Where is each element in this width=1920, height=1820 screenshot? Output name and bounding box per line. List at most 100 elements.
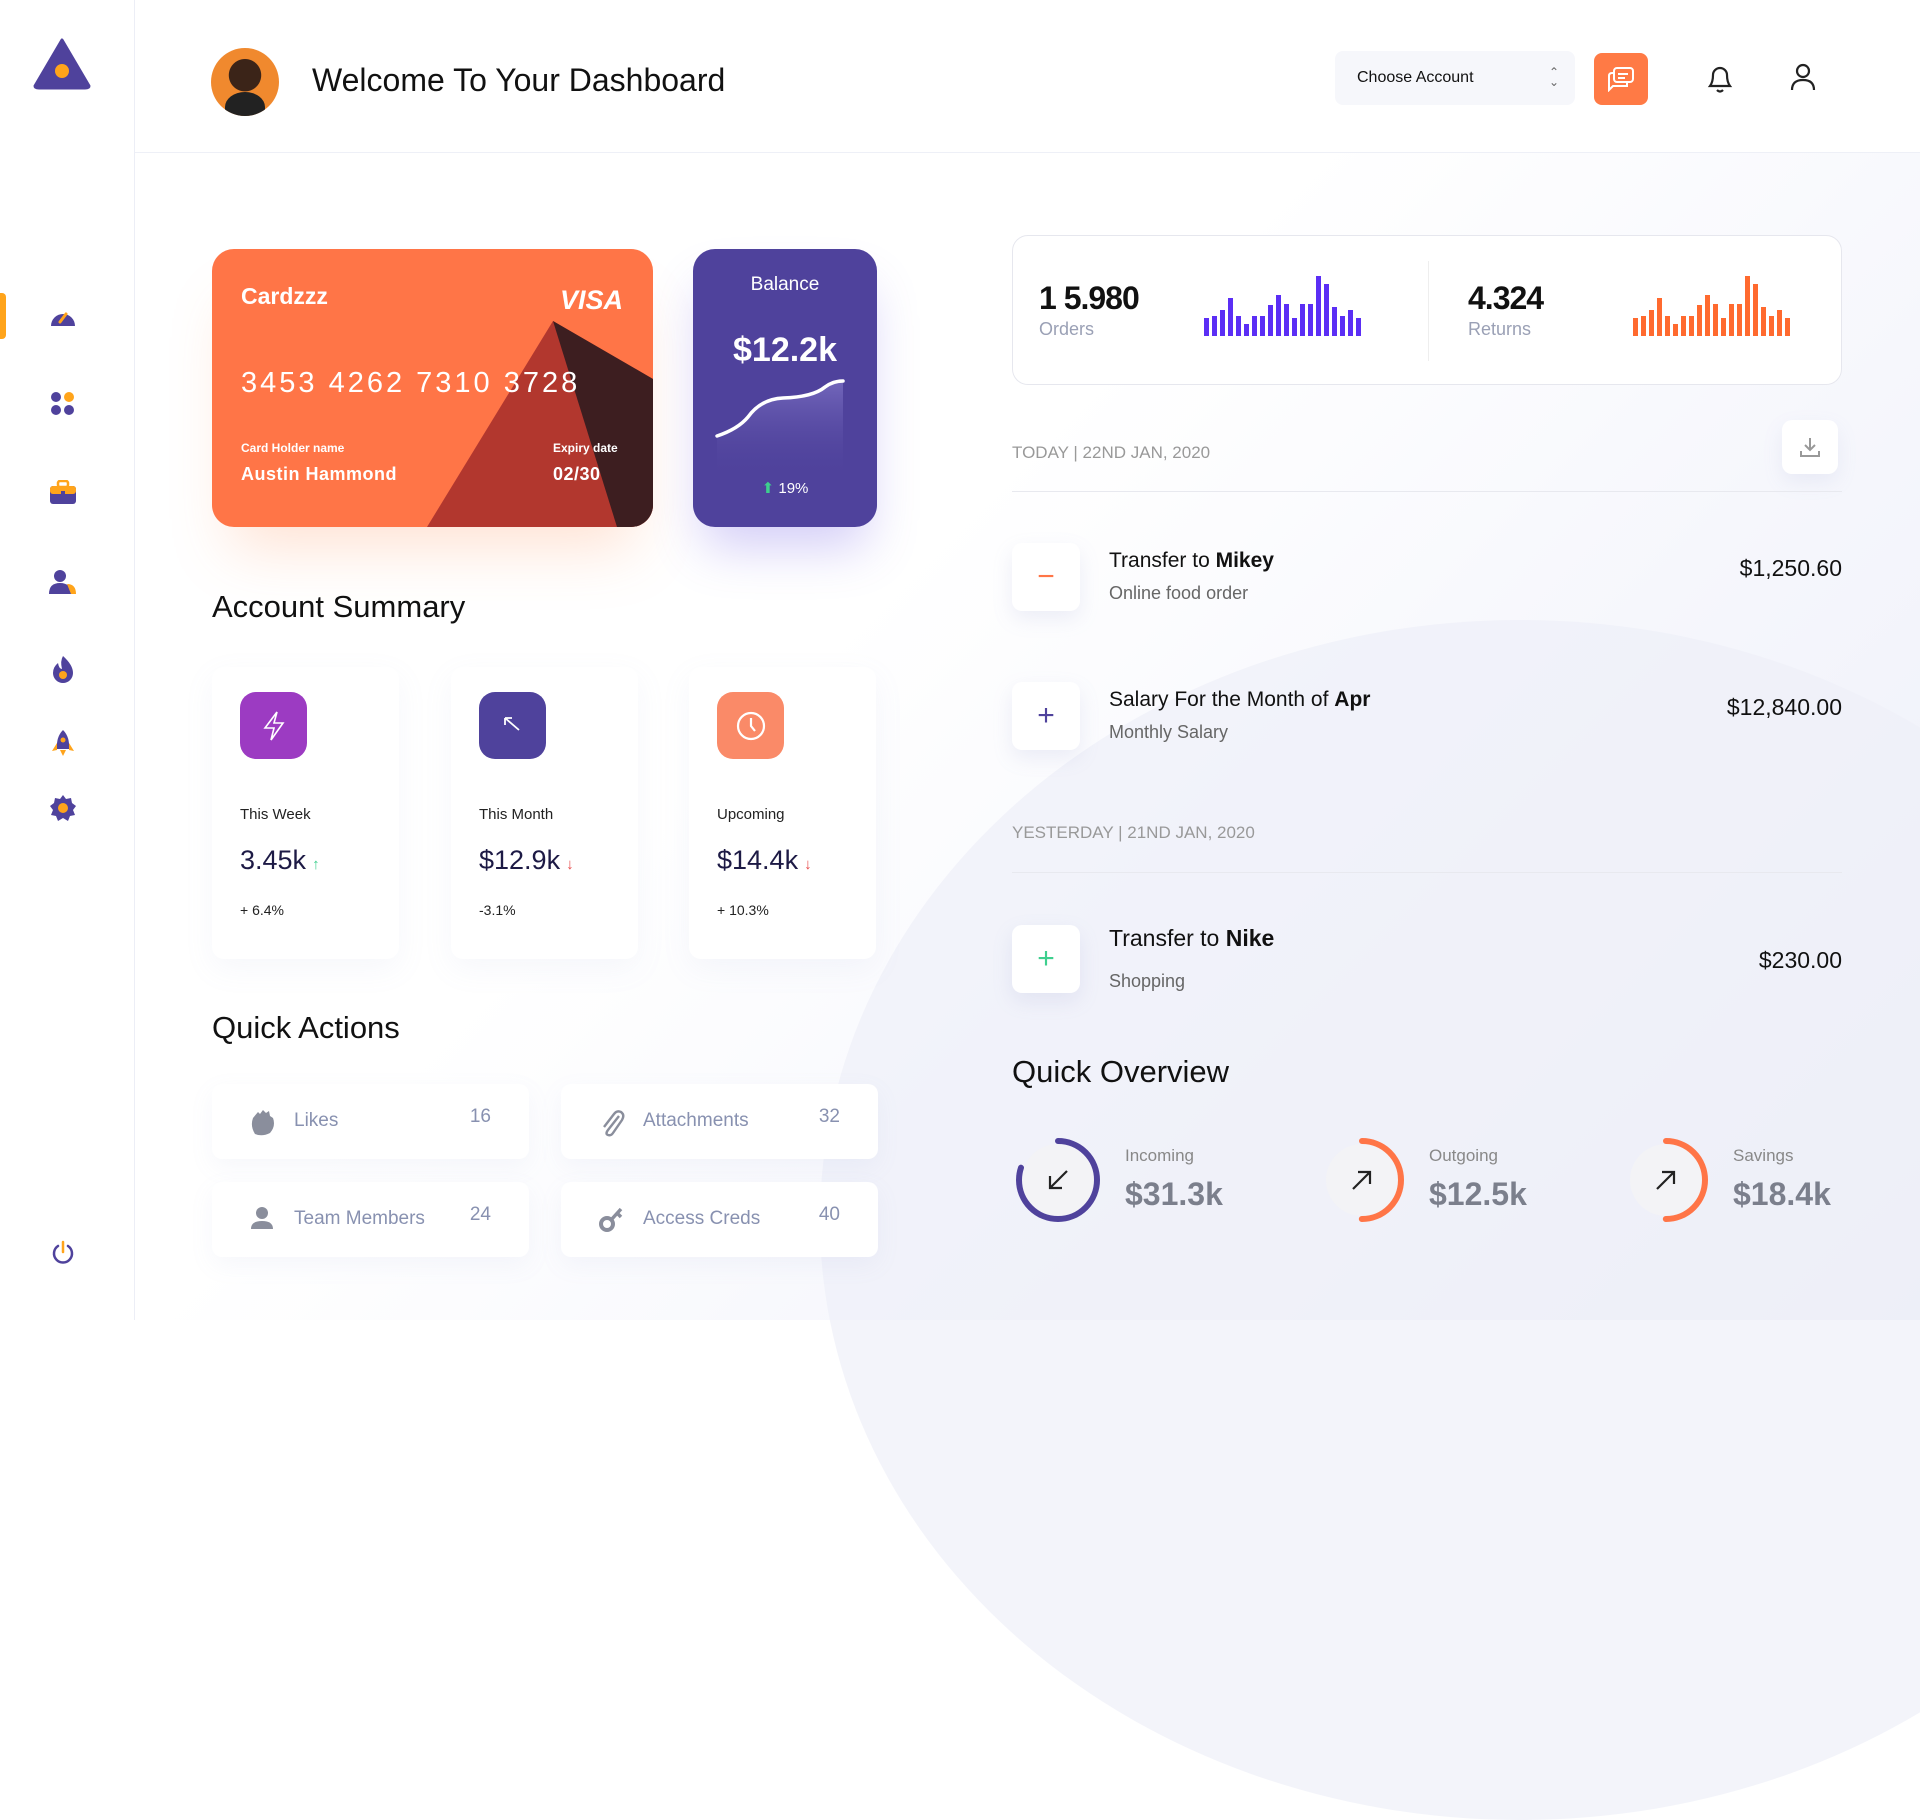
arrow-up-right-icon xyxy=(1656,1170,1676,1190)
messages-button[interactable] xyxy=(1594,53,1648,105)
sidebar-item-portfolio[interactable] xyxy=(47,477,79,509)
orders-bar-chart xyxy=(1204,276,1361,336)
summary-amount: 3.45k xyxy=(240,845,307,875)
avatar[interactable] xyxy=(211,48,279,116)
returns-bar xyxy=(1697,304,1702,336)
returns-bar xyxy=(1681,316,1686,336)
ring-progress xyxy=(1016,1138,1100,1222)
orders-bar xyxy=(1340,316,1345,336)
returns-bar xyxy=(1729,303,1734,336)
transaction-title-text: Salary For the Month of xyxy=(1109,688,1335,711)
users-icon xyxy=(49,570,76,594)
orders-bar xyxy=(1356,317,1361,336)
overview-savings[interactable]: Savings $18.4k xyxy=(1620,1134,1920,1226)
plus-icon: + xyxy=(1012,925,1080,993)
transaction-title: Transfer to Nike xyxy=(1109,925,1274,952)
arrow-down-left-icon xyxy=(1048,1170,1068,1190)
transaction-amount: $12,840.00 xyxy=(1726,694,1842,720)
ring-progress xyxy=(1624,1138,1708,1222)
returns-bar xyxy=(1633,317,1638,336)
logout-button[interactable] xyxy=(47,1237,79,1269)
summary-change: -3.1% xyxy=(479,902,516,918)
quick-action-attachments[interactable]: Attachments 32 xyxy=(561,1084,878,1159)
summary-card-upcoming[interactable]: Upcoming $14.4k ↓ + 10.3% xyxy=(689,667,876,959)
returns-bar xyxy=(1649,310,1654,336)
transaction-row[interactable]: + Salary For the Month of Apr Monthly Sa… xyxy=(1012,682,1842,752)
returns-bar xyxy=(1705,294,1710,336)
card-pattern xyxy=(427,321,653,527)
sidebar-item-apps[interactable] xyxy=(47,388,79,420)
sidebar-item-users[interactable] xyxy=(47,566,79,598)
balance-value: $12.2k xyxy=(733,331,837,369)
sidebar-item-launch[interactable] xyxy=(47,727,79,759)
arrow-up-icon: ↑ xyxy=(312,856,320,873)
key-icon xyxy=(599,1207,623,1232)
summary-change: + 6.4% xyxy=(240,902,284,918)
clap-icon xyxy=(251,1110,274,1136)
transaction-title: Salary For the Month of Apr xyxy=(1109,688,1370,712)
balance-change: ⬆ 19% xyxy=(693,479,877,497)
overview-value: $18.4k xyxy=(1733,1176,1831,1212)
transaction-amount: $230.00 xyxy=(1758,947,1842,973)
sidebar-item-trending[interactable] xyxy=(47,653,79,685)
account-select[interactable]: Choose Account ⌃ ⌄ xyxy=(1335,51,1575,105)
action-label: Likes xyxy=(294,1110,339,1131)
summary-amount: $12.9k xyxy=(479,845,561,875)
quick-action-access-creds[interactable]: Access Creds 40 xyxy=(561,1182,878,1257)
download-button[interactable] xyxy=(1782,420,1838,474)
transaction-row[interactable]: + Transfer to Nike Shopping $230.00 xyxy=(1012,925,1842,995)
overview-value: $31.3k xyxy=(1125,1176,1223,1212)
savings-progress-ring xyxy=(1624,1138,1708,1222)
transaction-row[interactable]: − Transfer to Mikey Online food order $1… xyxy=(1012,543,1842,613)
transaction-title-text: Transfer to xyxy=(1109,549,1216,572)
active-indicator xyxy=(0,293,6,339)
user-icon xyxy=(251,1207,273,1229)
orders-bar xyxy=(1324,284,1329,336)
returns-bar xyxy=(1777,310,1782,336)
sidebar-item-settings[interactable] xyxy=(47,792,79,824)
summary-card-month[interactable]: This Month $12.9k ↓ -3.1% xyxy=(451,667,638,959)
overview-label: Incoming xyxy=(1125,1146,1194,1165)
bell-icon[interactable] xyxy=(1705,62,1735,94)
orders-bar xyxy=(1308,303,1313,336)
user-icon[interactable] xyxy=(1789,62,1817,92)
returns-bar xyxy=(1689,316,1694,336)
divider xyxy=(1012,872,1842,873)
minus-icon: − xyxy=(1012,543,1080,611)
orders-label: Orders xyxy=(1039,319,1095,339)
quick-overview-title: Quick Overview xyxy=(1012,1054,1230,1089)
orders-bar xyxy=(1348,310,1353,336)
overview-incoming[interactable]: Incoming $31.3k xyxy=(1012,1134,1312,1226)
orders-bar xyxy=(1212,316,1217,336)
returns-value: 4.324 xyxy=(1468,280,1544,316)
returns-bar xyxy=(1657,298,1662,336)
returns-bar xyxy=(1721,318,1726,336)
sidebar-item-dashboard[interactable] xyxy=(47,300,79,332)
balance-card[interactable]: Balance $12.2k ⬆ 19% xyxy=(693,249,877,527)
divider xyxy=(1012,491,1842,492)
arrow-down-icon: ↓ xyxy=(566,856,574,873)
transaction-title-text: Transfer to xyxy=(1109,925,1226,951)
lightning-icon xyxy=(240,692,307,759)
quick-action-team-members[interactable]: Team Members 24 xyxy=(212,1182,529,1257)
orders-bar xyxy=(1260,316,1265,336)
returns-bar xyxy=(1737,303,1742,336)
summary-card-week[interactable]: This Week 3.45k ↑ + 6.4% xyxy=(212,667,399,959)
credit-card[interactable]: Cardzzz VISA 3453 4262 7310 3728 Card Ho… xyxy=(212,249,653,527)
summary-label: This Month xyxy=(479,806,554,823)
sidebar xyxy=(0,0,135,1320)
transaction-recipient: Apr xyxy=(1334,688,1371,711)
returns-bar xyxy=(1753,284,1758,336)
overview-value: $12.5k xyxy=(1429,1176,1527,1212)
stats-panel: 1 5.980 Orders 4.324 Returns xyxy=(1012,235,1842,385)
quick-actions-title: Quick Actions xyxy=(212,1010,400,1045)
orders-bar xyxy=(1300,303,1305,336)
orders-bar xyxy=(1316,276,1321,336)
overview-outgoing[interactable]: Outgoing $12.5k xyxy=(1316,1134,1616,1226)
power-icon xyxy=(52,1240,74,1264)
expiry-label: Expiry date xyxy=(553,441,618,455)
overview-label: Outgoing xyxy=(1429,1146,1498,1165)
quick-action-likes[interactable]: Likes 16 xyxy=(212,1084,529,1159)
gear-icon xyxy=(50,795,76,821)
orders-bar xyxy=(1268,304,1273,336)
